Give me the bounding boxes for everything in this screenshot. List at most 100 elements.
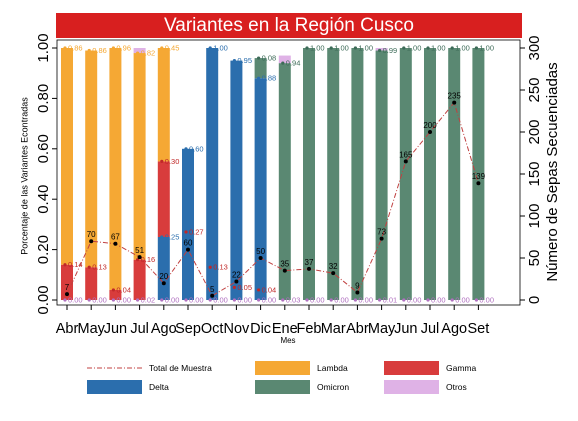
y2-tick-label: 200 <box>526 119 543 144</box>
total-label: 5 <box>210 285 215 294</box>
total-label: 22 <box>232 271 241 280</box>
total-point <box>259 256 263 260</box>
data-point-otros <box>209 298 212 301</box>
data-point-gamma <box>63 263 66 266</box>
total-point <box>355 290 359 294</box>
data-point-omicron <box>402 46 405 49</box>
data-point-lambda <box>160 46 163 49</box>
bar-delta <box>158 237 170 300</box>
x-tick-label: Ago <box>151 321 177 337</box>
data-label-otros: 0.00 <box>431 296 446 305</box>
total-label: 32 <box>329 262 338 271</box>
legend-swatch-delta <box>87 380 142 394</box>
x-tick-label: Oct <box>201 321 224 337</box>
data-label-omicron: 1.00 <box>431 44 446 53</box>
total-point <box>380 237 384 241</box>
y2-tick-label: 100 <box>526 203 543 228</box>
x-tick-label: May <box>77 321 105 337</box>
legend-swatch-gamma <box>384 361 439 375</box>
x-tick-label: Jul <box>421 321 440 337</box>
data-point-otros <box>112 298 115 301</box>
data-point-gamma <box>233 286 236 289</box>
legend-label: Gamma <box>446 363 477 373</box>
data-point-otros <box>184 298 187 301</box>
bar-delta <box>255 78 267 300</box>
x-axis-title: Mes <box>280 336 295 345</box>
data-label-otros: 0.02 <box>141 296 156 305</box>
x-tick-label: Jul <box>130 321 149 337</box>
data-point-otros <box>451 298 454 301</box>
data-label-gamma: 0.13 <box>92 263 107 272</box>
data-label-otros: 0.00 <box>334 296 349 305</box>
data-label-otros: 0.00 <box>262 296 277 305</box>
x-tick-label: Abr <box>346 321 369 337</box>
y-axis-title: Porcentaje de las Variantes Econtradas <box>19 97 29 255</box>
data-label-delta: 0.60 <box>189 144 204 153</box>
bar-gamma <box>134 260 146 300</box>
data-point-delta <box>160 235 163 238</box>
legend-swatch-otros <box>384 380 439 394</box>
total-label: 165 <box>399 150 413 159</box>
total-line <box>67 103 478 296</box>
data-point-otros <box>426 298 429 301</box>
data-point-otros <box>354 298 357 301</box>
data-point-delta <box>209 46 212 49</box>
y-tick-label: 0.40 <box>35 185 52 214</box>
total-label: 51 <box>135 246 144 255</box>
data-label-lambda: 0.82 <box>141 49 156 58</box>
data-label-delta: 1.00 <box>213 44 228 53</box>
y2-axis-title: Número de Sepas Secuenciadas <box>544 62 561 281</box>
data-label-omicron: 0.94 <box>286 59 301 68</box>
data-label-omicron: 1.00 <box>334 44 349 53</box>
x-tick-label: Abr <box>56 321 79 337</box>
data-point-lambda <box>88 49 91 52</box>
total-point <box>404 159 408 163</box>
x-tick-label: May <box>368 321 396 337</box>
x-tick-label: Ene <box>272 321 298 337</box>
total-label: 9 <box>355 281 360 290</box>
data-point-otros <box>378 298 381 301</box>
x-tick-label: Feb <box>297 321 322 337</box>
data-point-delta <box>233 59 236 62</box>
data-point-omicron <box>330 46 333 49</box>
data-point-omicron <box>451 46 454 49</box>
data-label-lambda: 0.96 <box>116 44 131 53</box>
bar-omicron <box>376 51 388 300</box>
data-point-otros <box>305 298 308 301</box>
bar-lambda <box>109 48 121 290</box>
data-point-otros <box>330 298 333 301</box>
y-tick-label: 0.20 <box>35 235 52 264</box>
y-tick-label: 1.00 <box>35 33 52 62</box>
bar-omicron <box>448 48 460 300</box>
legend-label: Otros <box>446 382 467 392</box>
y2-tick-label: 250 <box>526 77 543 102</box>
data-point-omicron <box>378 49 381 52</box>
data-point-omicron <box>281 62 284 65</box>
data-label-gamma: 0.27 <box>189 227 204 236</box>
bar-lambda <box>134 53 146 260</box>
total-label: 37 <box>305 258 314 267</box>
total-point <box>186 248 190 252</box>
data-label-gamma: 0.04 <box>116 285 131 294</box>
total-point <box>331 271 335 275</box>
bar-omicron <box>351 48 363 300</box>
legend-label: Omicron <box>317 382 349 392</box>
data-point-otros <box>475 298 478 301</box>
data-point-gamma <box>209 266 212 269</box>
total-point <box>283 269 287 273</box>
data-point-delta <box>184 147 187 150</box>
data-point-omicron <box>354 46 357 49</box>
total-label: 20 <box>159 272 168 281</box>
data-label-omicron: 1.00 <box>407 44 422 53</box>
data-label-otros: 0.00 <box>310 296 325 305</box>
bar-omicron <box>424 48 436 300</box>
bar-gamma <box>158 161 170 237</box>
data-label-omicron: 1.00 <box>479 44 494 53</box>
data-label-otros: 0.00 <box>213 296 228 305</box>
data-point-gamma <box>160 160 163 163</box>
data-label-otros: 0.00 <box>237 296 252 305</box>
total-label: 7 <box>65 283 70 292</box>
x-tick-label: Jun <box>104 321 127 337</box>
